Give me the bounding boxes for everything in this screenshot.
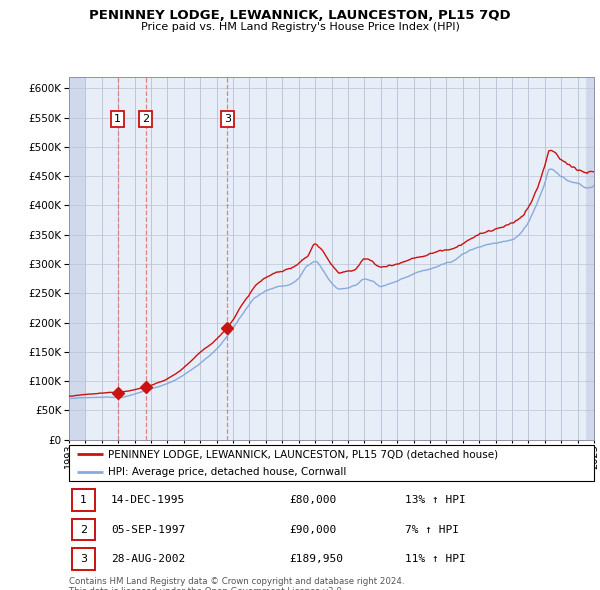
Text: 13% ↑ HPI: 13% ↑ HPI [405,495,466,505]
Bar [71,489,95,511]
Bar [586,77,594,440]
Text: 14-DEC-1995: 14-DEC-1995 [111,495,185,505]
Text: PENINNEY LODGE, LEWANNICK, LAUNCESTON, PL15 7QD (detached house): PENINNEY LODGE, LEWANNICK, LAUNCESTON, P… [109,450,499,459]
Text: PENINNEY LODGE, LEWANNICK, LAUNCESTON, PL15 7QD: PENINNEY LODGE, LEWANNICK, LAUNCESTON, P… [89,9,511,22]
Text: 28-AUG-2002: 28-AUG-2002 [111,554,185,564]
Text: Contains HM Land Registry data © Crown copyright and database right 2024.
This d: Contains HM Land Registry data © Crown c… [69,577,404,590]
Text: £189,950: £189,950 [290,554,343,564]
Bar [69,77,85,440]
Text: Price paid vs. HM Land Registry's House Price Index (HPI): Price paid vs. HM Land Registry's House … [140,22,460,32]
Text: 1: 1 [114,114,121,124]
Bar [71,519,95,540]
Text: £90,000: £90,000 [290,525,337,535]
Text: 05-SEP-1997: 05-SEP-1997 [111,525,185,535]
Text: 7% ↑ HPI: 7% ↑ HPI [405,525,459,535]
Text: 1: 1 [80,495,87,505]
Text: 3: 3 [224,114,231,124]
Text: £80,000: £80,000 [290,495,337,505]
Bar [71,548,95,570]
Text: HPI: Average price, detached house, Cornwall: HPI: Average price, detached house, Corn… [109,467,347,477]
Text: 2: 2 [142,114,149,124]
Text: 11% ↑ HPI: 11% ↑ HPI [405,554,466,564]
Text: 2: 2 [80,525,87,535]
Text: 3: 3 [80,554,87,564]
